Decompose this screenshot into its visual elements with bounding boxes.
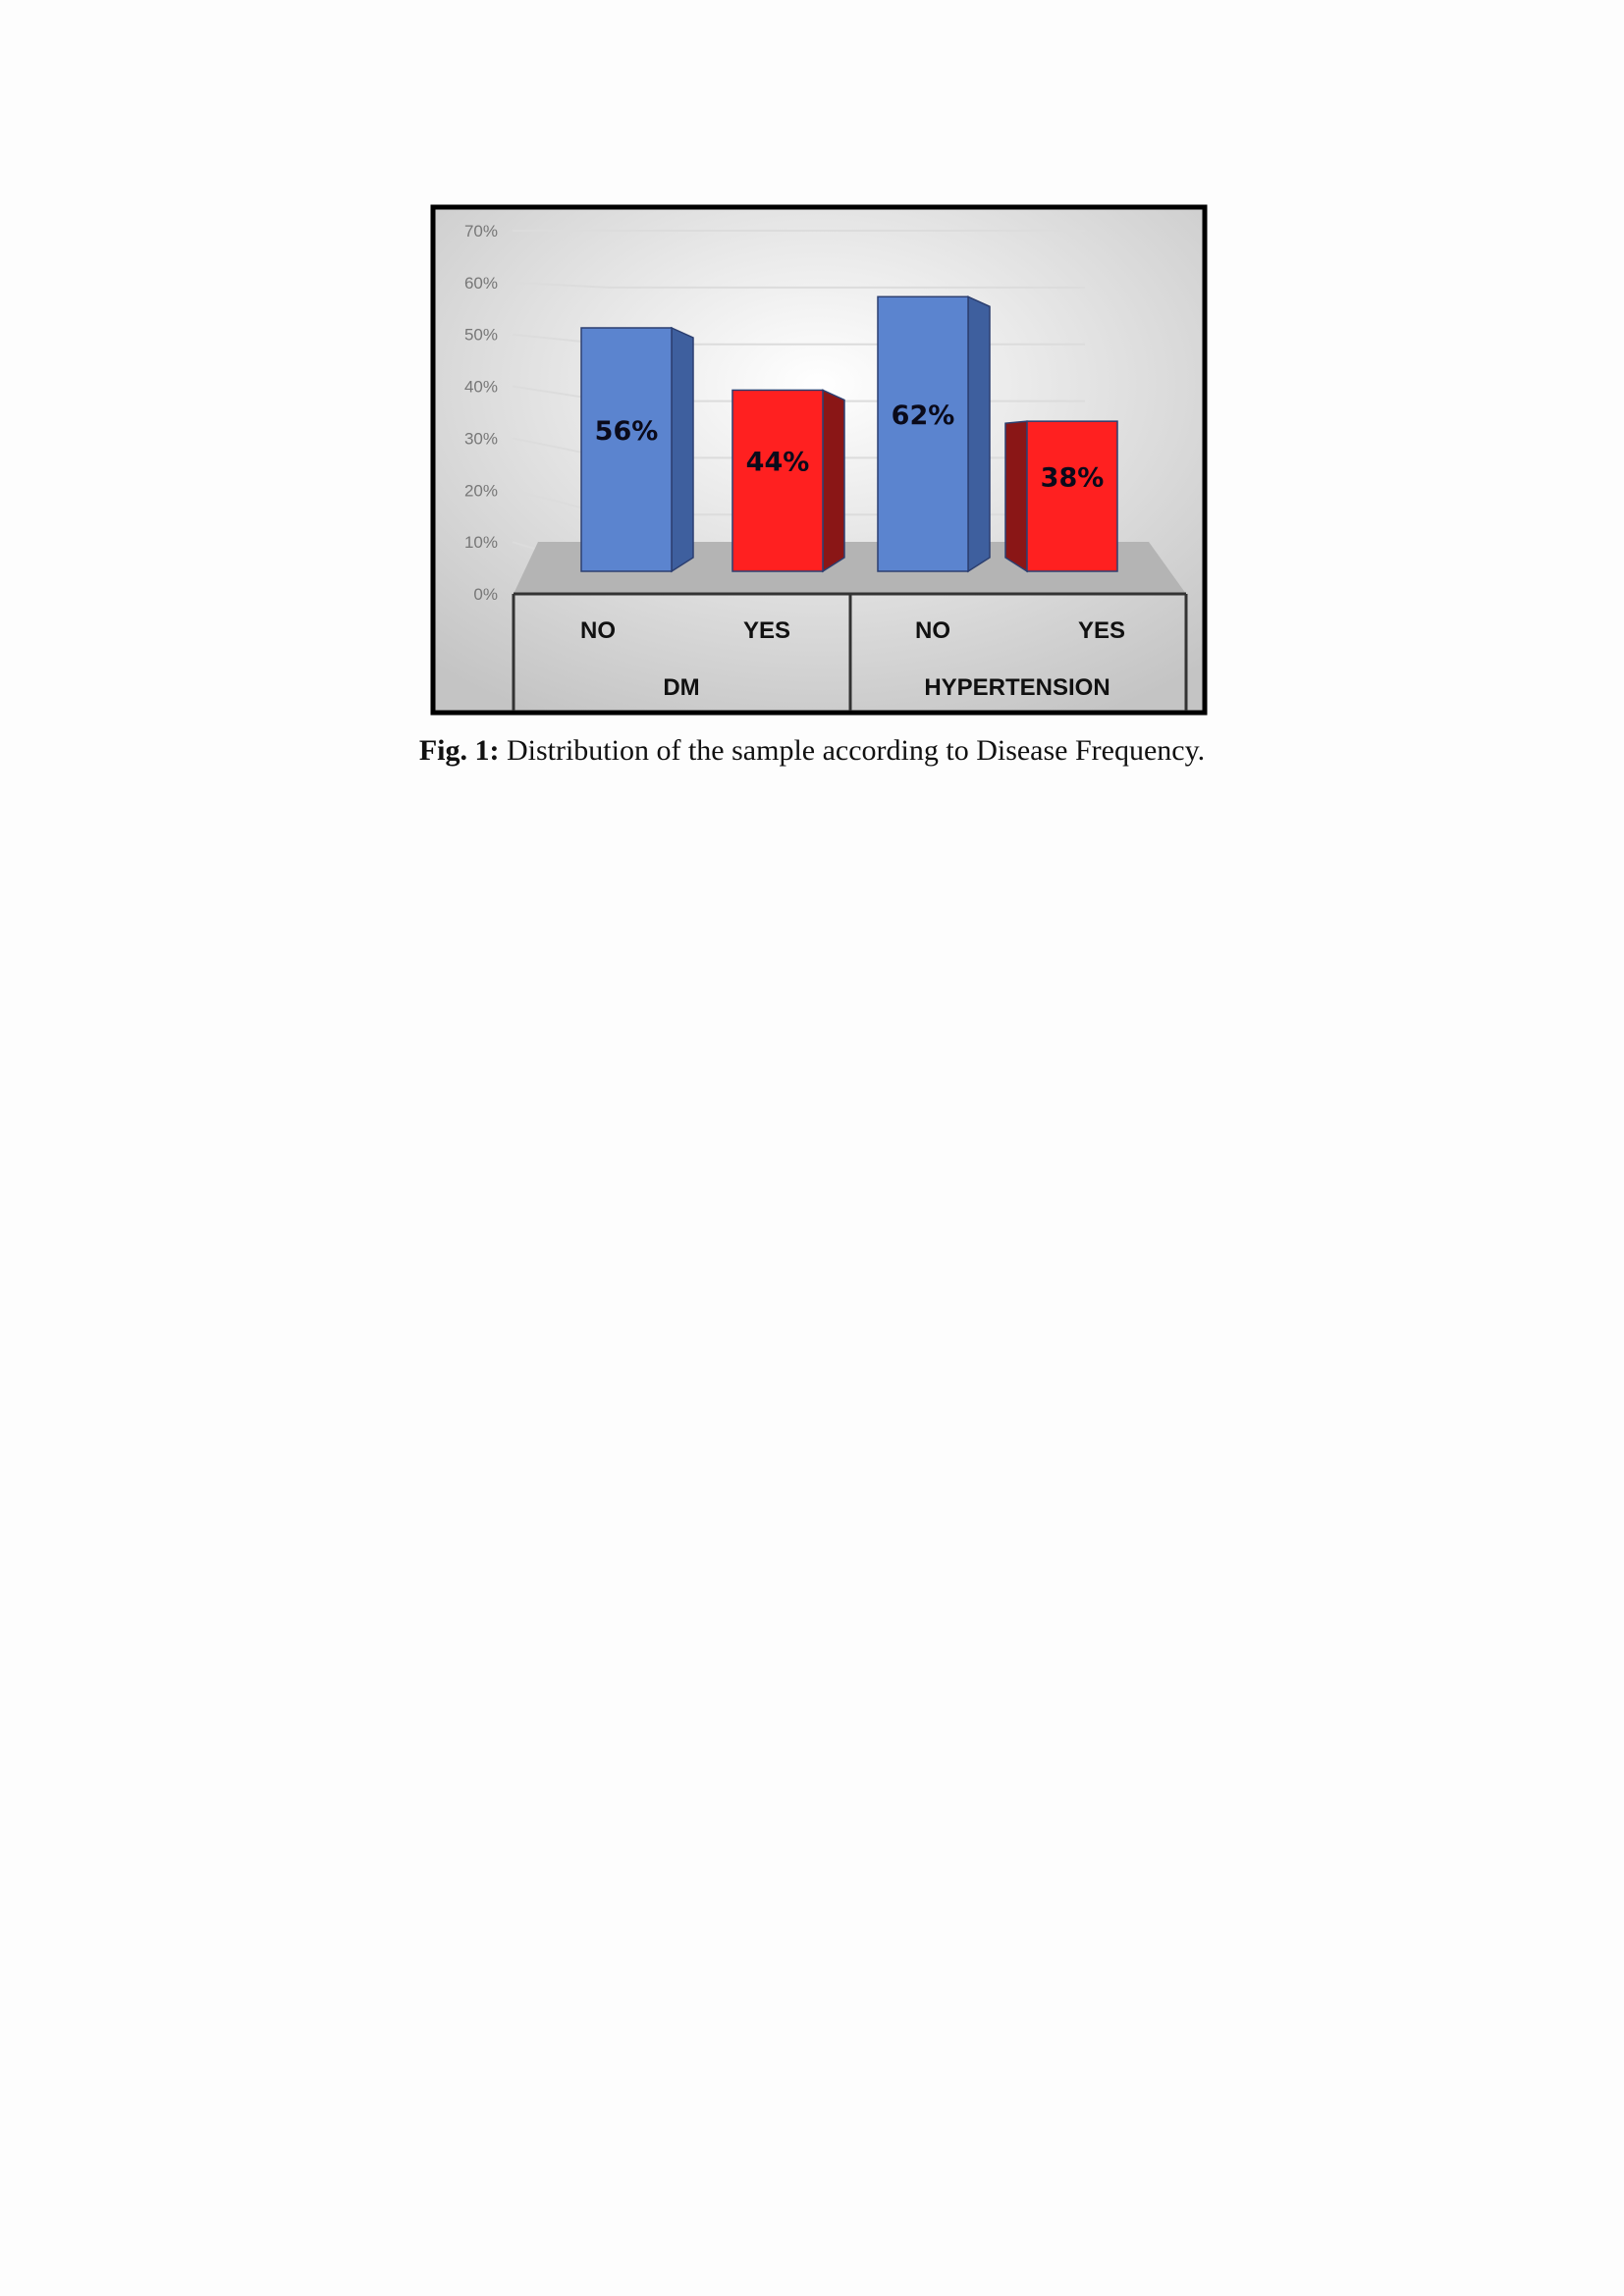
y-tick-label: 0%	[473, 585, 498, 604]
data-label: 62%	[892, 400, 955, 431]
group-label: HYPERTENSION	[924, 674, 1110, 701]
y-tick-label: 50%	[464, 326, 498, 345]
bar-side	[967, 295, 991, 573]
bar-side	[1004, 420, 1028, 573]
bar-side	[822, 389, 845, 573]
data-label: 56%	[595, 416, 659, 447]
bar-side	[671, 326, 694, 573]
y-tick-label: 40%	[464, 378, 498, 397]
category-label: YES	[1078, 617, 1125, 644]
data-label: 38%	[1041, 463, 1105, 494]
bar	[877, 295, 969, 572]
caption-label: Fig. 1:	[418, 734, 500, 767]
bar-dm-no: 56%	[580, 326, 694, 573]
figure-caption: Fig. 1: Distribution of the sample accor…	[0, 734, 1624, 768]
y-tick-label: 70%	[464, 222, 498, 240]
category-label: NO	[915, 617, 950, 644]
y-tick-label: 30%	[464, 429, 498, 448]
category-axis	[512, 592, 1188, 711]
y-tick-label: 20%	[464, 481, 498, 500]
gridline	[512, 281, 1085, 289]
bar	[580, 327, 673, 572]
caption-text: Distribution of the sample according to …	[499, 734, 1206, 767]
bar-dm-yes: 44%	[731, 389, 845, 573]
bar-hypertension-yes: 38%	[1004, 420, 1118, 573]
bar	[731, 389, 824, 572]
y-tick-label: 60%	[464, 274, 498, 293]
bar	[1026, 420, 1118, 572]
bar-chart: 0% 10% 20% 30% 40% 50% 60% 70% 56% 44% 62% 38% DM N…	[430, 204, 1208, 716]
category-label: YES	[743, 617, 790, 644]
category-label: NO	[580, 617, 616, 644]
y-tick-label: 10%	[464, 533, 498, 552]
bar-hypertension-no: 62%	[877, 295, 991, 573]
data-label: 44%	[746, 448, 810, 478]
group-label: DM	[663, 674, 699, 701]
